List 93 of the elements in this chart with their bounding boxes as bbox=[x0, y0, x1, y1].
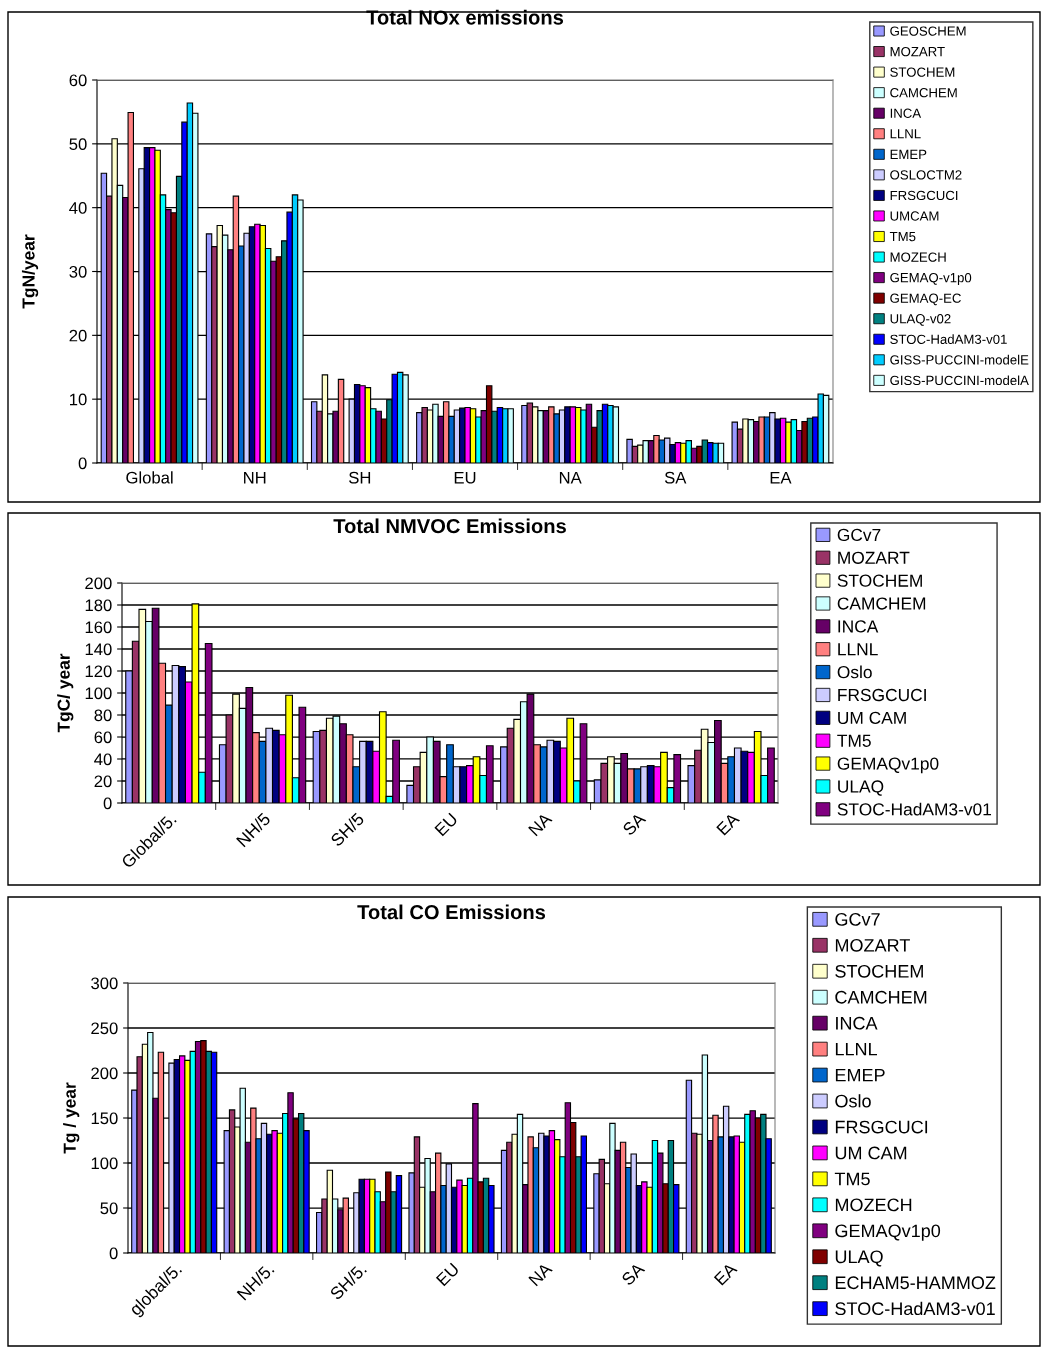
x-tick-label: SA bbox=[620, 1261, 646, 1287]
x-tick-label: EU bbox=[434, 812, 459, 837]
legend-label: FRSGCUCI bbox=[890, 190, 958, 201]
legend-label: LLNL bbox=[835, 1042, 877, 1056]
x-tick-label: SA bbox=[621, 811, 647, 837]
y-tick-label: 160 bbox=[85, 621, 112, 634]
y-tick-label: 40 bbox=[69, 202, 87, 214]
legend-label: UM CAM bbox=[835, 1146, 907, 1160]
y-axis-title: TgN/year bbox=[21, 234, 39, 309]
legend-label: EMEP bbox=[835, 1068, 885, 1082]
y-tick-label: 0 bbox=[103, 797, 112, 810]
y-tick-label: 140 bbox=[85, 643, 112, 656]
y-tick-label: 100 bbox=[91, 1157, 118, 1170]
y-tick-label: 0 bbox=[78, 457, 87, 470]
legend-label: MOZART bbox=[835, 938, 910, 952]
x-tick-label: NA bbox=[528, 1261, 553, 1287]
legend-label: TM5 bbox=[837, 734, 871, 747]
legend-label: STOC-HadAM3-v01 bbox=[835, 1301, 995, 1316]
x-tick-label: NH bbox=[244, 471, 266, 484]
legend-label: GISS-PUCCINI-modelA bbox=[890, 375, 1029, 386]
legend-label: TM5 bbox=[889, 232, 916, 242]
legend-label: STOC-HadAM3-v01 bbox=[837, 802, 992, 816]
y-axis-title: Tg / year bbox=[63, 1082, 80, 1154]
legend-label: ULAQ bbox=[838, 780, 884, 796]
legend-label: STOCHEM bbox=[835, 964, 923, 978]
legend-label: UMCAM bbox=[890, 211, 939, 221]
y-tick-label: 80 bbox=[94, 709, 112, 722]
x-tick-label: SA bbox=[664, 471, 687, 484]
legend-label: FRSGCUCI bbox=[835, 1120, 928, 1134]
x-tick-label: EU bbox=[454, 471, 476, 484]
y-tick-label: 60 bbox=[94, 731, 112, 744]
x-tick-label: EA bbox=[713, 1261, 738, 1286]
y-tick-label: 50 bbox=[100, 1202, 118, 1215]
y-tick-label: 200 bbox=[91, 1067, 118, 1080]
y-tick-label: 120 bbox=[85, 665, 112, 678]
legend-label: GEMAQv1p0 bbox=[835, 1224, 941, 1241]
legend-label: MOZECH bbox=[890, 252, 946, 262]
y-tick-label: 40 bbox=[94, 753, 112, 766]
x-tick-label: Global bbox=[126, 471, 173, 484]
y-tick-label: 180 bbox=[85, 599, 112, 612]
legend-label: TM5 bbox=[834, 1172, 870, 1186]
legend-label: GEMAQ-v1p0 bbox=[890, 272, 972, 285]
legend-label: STOCHEM bbox=[837, 574, 922, 587]
legend-label: EMEP bbox=[890, 149, 927, 159]
y-tick-label: 20 bbox=[69, 329, 87, 342]
y-tick-label: 20 bbox=[94, 775, 112, 788]
legend-label: STOCHEM bbox=[890, 67, 955, 77]
chart-title: Total NMVOC Emissions bbox=[333, 518, 566, 534]
y-tick-label: 60 bbox=[69, 74, 87, 87]
x-tick-label: SH bbox=[349, 471, 371, 484]
y-tick-label: 250 bbox=[91, 1022, 118, 1035]
legend-label: GCv7 bbox=[835, 912, 880, 926]
legend-label: LLNL bbox=[890, 129, 921, 139]
legend-label: LLNL bbox=[838, 643, 878, 656]
legend-label: INCA bbox=[836, 1016, 878, 1030]
legend-label: GEMAQ-EC bbox=[890, 293, 961, 306]
legend-label: GCv7 bbox=[837, 528, 881, 542]
legend-label: ULAQ bbox=[835, 1250, 883, 1267]
legend-label: OSLOCTM2 bbox=[890, 170, 962, 180]
x-tick-label: EU bbox=[435, 1262, 460, 1287]
x-tick-label: NA bbox=[559, 471, 582, 484]
x-tick-label: NA bbox=[528, 811, 553, 837]
legend-label: CAMCHEM bbox=[837, 597, 926, 610]
chart-title: Total NOx emissions bbox=[366, 9, 564, 25]
y-tick-label: 150 bbox=[91, 1112, 118, 1125]
y-tick-label: 300 bbox=[91, 977, 118, 990]
legend-label: STOC-HadAM3-v01 bbox=[890, 334, 1007, 344]
y-tick-label: 50 bbox=[69, 138, 87, 151]
legend-label: GISS-PUCCINI-modelE bbox=[890, 354, 1029, 365]
legend-label: GEMAQv1p0 bbox=[837, 757, 939, 774]
legend-label: MOZART bbox=[838, 551, 910, 564]
legend-label: ULAQ-v02 bbox=[890, 314, 951, 326]
legend-label: CAMCHEM bbox=[835, 990, 927, 1004]
legend-label: Oslo bbox=[835, 1094, 871, 1108]
y-tick-label: 10 bbox=[70, 393, 87, 406]
legend-label: FRSGCUCI bbox=[838, 688, 926, 702]
legend-label: UM CAM bbox=[838, 711, 906, 725]
y-tick-label: 0 bbox=[109, 1247, 118, 1260]
x-tick-label: EA bbox=[716, 811, 741, 836]
legend-label: MOZART bbox=[890, 46, 945, 57]
legend-label: INCA bbox=[890, 108, 922, 118]
x-tick-label: EA bbox=[770, 471, 792, 484]
legend-label: MOZECH bbox=[835, 1198, 912, 1212]
legend-label: CAMCHEM bbox=[890, 88, 957, 98]
legend-label: Oslo bbox=[837, 665, 872, 679]
chart-title: Total CO Emissions bbox=[357, 904, 546, 920]
y-tick-label: 200 bbox=[85, 577, 112, 590]
y-axis-title: TgC/ year bbox=[57, 653, 74, 733]
y-tick-label: 100 bbox=[85, 687, 112, 700]
legend-label: INCA bbox=[838, 620, 879, 633]
legend-label: ECHAM5-HAMMOZ bbox=[835, 1276, 996, 1290]
legend-label: GEOSCHEM bbox=[890, 26, 966, 36]
y-tick-label: 30 bbox=[69, 265, 87, 278]
